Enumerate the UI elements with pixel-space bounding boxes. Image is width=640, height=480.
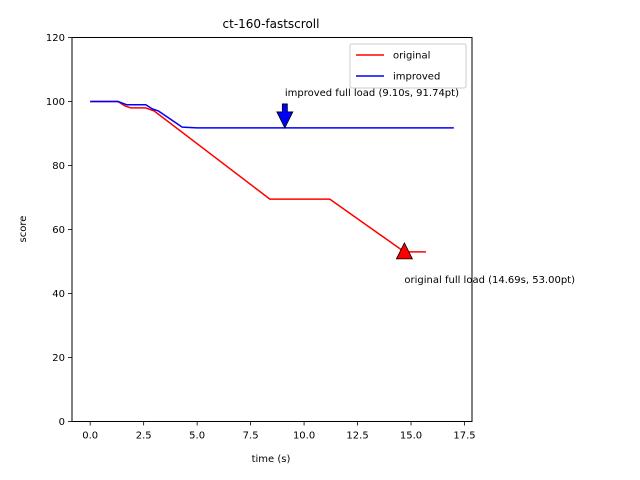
y-tick-label: 40 xyxy=(52,289,65,300)
y-tick-label: 100 xyxy=(46,97,65,108)
series-line-original xyxy=(90,100,427,253)
y-axis: 0 20 40 60 80 100 120 xyxy=(46,33,72,428)
chart-title: ct-160-fastscroll xyxy=(223,17,320,31)
y-tick-label: 20 xyxy=(52,353,65,364)
x-axis-label: time (s) xyxy=(252,454,291,465)
plot-frame xyxy=(71,37,473,422)
improved-full-load-marker xyxy=(276,103,294,129)
legend-label-improved: improved xyxy=(393,72,440,83)
original-full-load-annotation: original full load (14.69s, 53.00pt) xyxy=(404,275,575,286)
x-tick-label: 2.5 xyxy=(136,431,152,442)
annotation-layer: improved full load (9.10s, 91.74pt) origi… xyxy=(276,88,575,286)
y-tick-label: 120 xyxy=(46,33,65,44)
y-axis-label: score xyxy=(18,216,29,243)
x-tick-label: 0.0 xyxy=(82,431,98,442)
x-tick-label: 12.5 xyxy=(346,431,368,442)
legend: original improved xyxy=(349,43,467,89)
original-full-load-marker xyxy=(395,242,414,260)
x-tick-label: 17.5 xyxy=(453,431,475,442)
improved-full-load-annotation: improved full load (9.10s, 91.74pt) xyxy=(285,88,459,99)
y-tick-label: 60 xyxy=(52,225,65,236)
y-tick-label: 0 xyxy=(59,417,65,428)
x-axis: 0.0 2.5 5.0 7.5 10.0 12.5 15.0 17.5 xyxy=(82,421,476,442)
x-tick-label: 15.0 xyxy=(400,431,422,442)
x-tick-label: 5.0 xyxy=(189,431,205,442)
series-layer xyxy=(90,100,454,253)
plot-area xyxy=(72,37,472,422)
y-tick-label: 80 xyxy=(52,161,65,172)
x-tick-label: 10.0 xyxy=(293,431,315,442)
legend-label-original: original xyxy=(393,51,430,62)
x-tick-label: 7.5 xyxy=(243,431,259,442)
series-line-improved xyxy=(90,100,454,129)
